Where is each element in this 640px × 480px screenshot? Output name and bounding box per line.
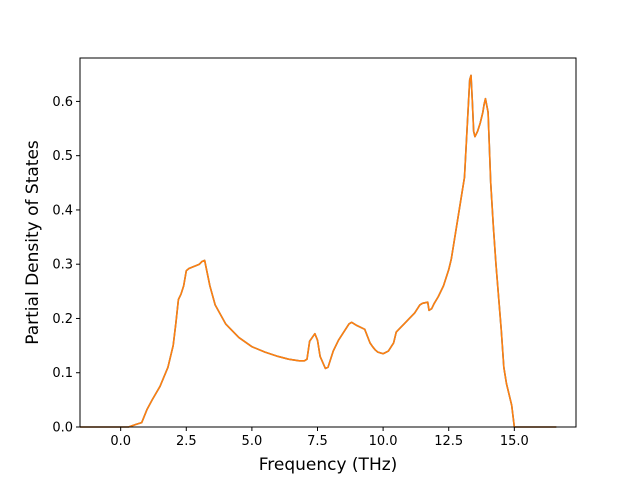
- x-tick-label: 10.0: [369, 434, 398, 449]
- y-tick-label: 0.6: [52, 95, 73, 110]
- series-line-2: [80, 74, 557, 428]
- x-tick-label: 5.0: [242, 434, 263, 449]
- y-tick-label: 0.2: [52, 312, 73, 327]
- y-axis-ticks: 0.0 0.1 0.2 0.3 0.4 0.5 0.6: [52, 95, 80, 436]
- series-line-1: [80, 74, 557, 428]
- y-axis-label: Partial Density of States: [23, 140, 43, 345]
- plot-area: [80, 74, 557, 428]
- y-tick-label: 0.5: [52, 149, 73, 164]
- x-tick-label: 12.5: [434, 434, 463, 449]
- axes-frame: [79, 57, 577, 428]
- x-tick-label: 0.0: [110, 434, 131, 449]
- y-tick-label: 0.3: [52, 258, 73, 273]
- x-axis-label: Frequency (THz): [259, 455, 398, 475]
- y-tick-label: 0.4: [52, 203, 73, 218]
- x-tick-label: 15.0: [500, 434, 529, 449]
- y-tick-label: 0.0: [52, 421, 73, 436]
- x-tick-label: 2.5: [176, 434, 197, 449]
- y-tick-label: 0.1: [52, 366, 73, 381]
- x-axis-ticks: 0.0 2.5 5.0 7.5 10.0 12.5 15.0: [110, 427, 529, 449]
- x-tick-label: 7.5: [307, 434, 328, 449]
